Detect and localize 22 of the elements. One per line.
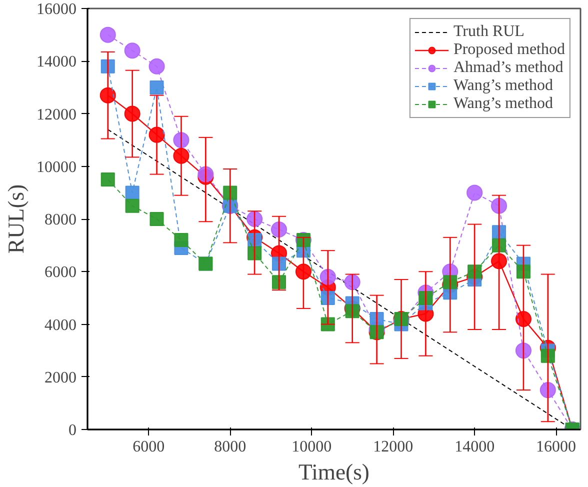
x-tick-label: 14000 <box>454 438 495 456</box>
y-axis-title: RUL(s) <box>4 184 28 254</box>
y-tick-label: 2000 <box>44 369 76 386</box>
x-tick-label: 16000 <box>536 438 576 456</box>
x-axis-title: Time(s) <box>298 460 370 484</box>
y-tick-label: 6000 <box>44 264 76 282</box>
legend-label: Proposed method <box>453 41 565 59</box>
x-tick-label: 6000 <box>132 438 165 456</box>
legend-label: Truth RUL <box>453 23 524 41</box>
y-tick-label: 14000 <box>36 54 76 71</box>
legend-label: Ahmad’s method <box>453 59 564 77</box>
y-tick-label: 4000 <box>44 316 76 334</box>
y-tick-label: 10000 <box>36 158 76 176</box>
x-tick-label: 8000 <box>214 438 246 456</box>
y-tick-label: 16000 <box>36 1 76 18</box>
y-tick-label: 12000 <box>36 106 76 124</box>
x-tick-label: 10000 <box>292 438 332 456</box>
legend-label: Wang’s method <box>453 77 554 95</box>
y-tick-label: 0 <box>68 422 76 439</box>
x-tick-label: 12000 <box>373 438 414 456</box>
legend-label: Wang’s method <box>453 95 554 113</box>
y-tick-label: 8000 <box>44 212 76 228</box>
